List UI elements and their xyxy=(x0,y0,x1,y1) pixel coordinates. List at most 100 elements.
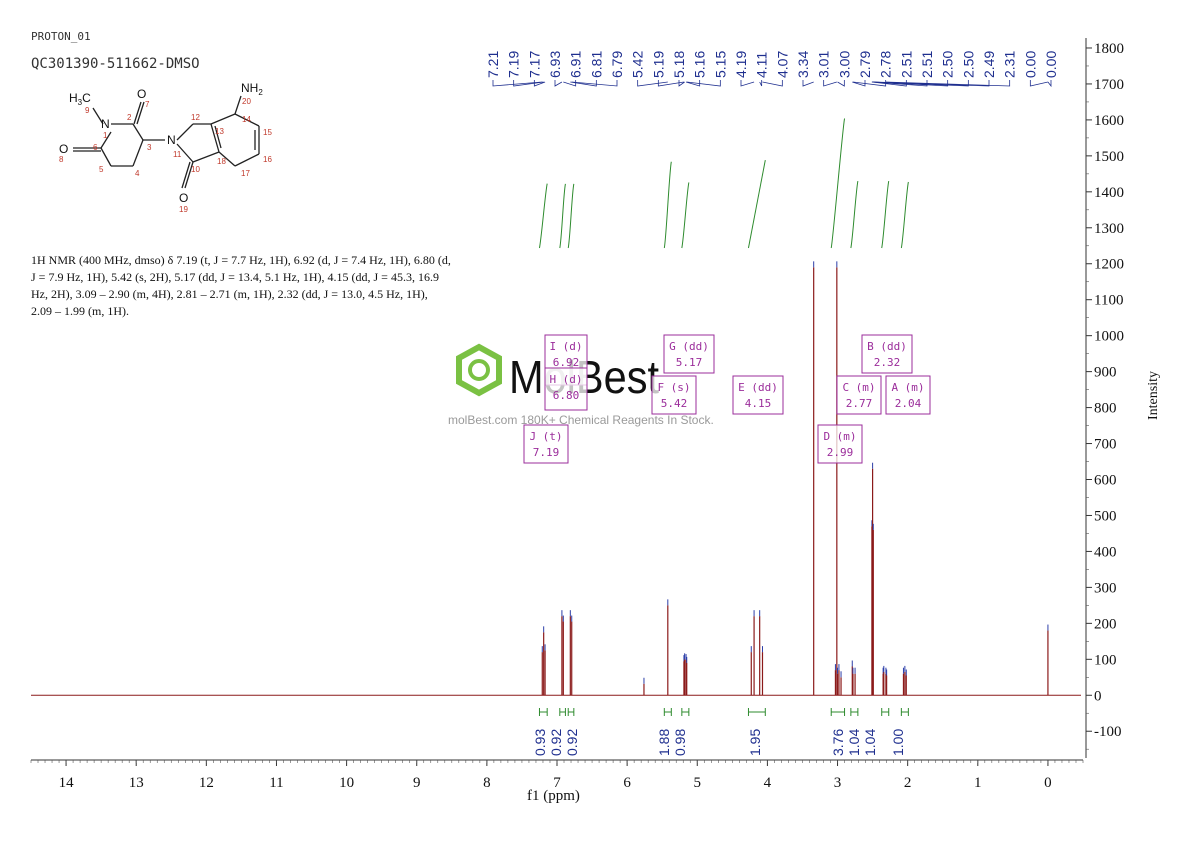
x-tick-label: 5 xyxy=(694,775,702,791)
multiplet-shift: 2.77 xyxy=(846,397,873,410)
integral-value: 3.76 xyxy=(830,729,846,756)
x-tick-label: 3 xyxy=(834,775,842,791)
watermark-tagline: molBest.com 180K+ Chemical Reagents In S… xyxy=(448,413,714,427)
svg-text:3: 3 xyxy=(147,143,152,152)
peak-label-leader xyxy=(872,80,969,87)
integral-curve xyxy=(900,181,909,249)
peak-label-leader xyxy=(759,80,763,87)
peak-label: 5.16 xyxy=(692,51,708,78)
peak-label-leader xyxy=(571,80,618,87)
peak-label-leader xyxy=(570,80,597,87)
integral-curve xyxy=(830,118,846,249)
svg-text:2: 2 xyxy=(127,113,132,122)
peak-label: 3.01 xyxy=(816,51,832,78)
peak-label-leader xyxy=(837,80,845,87)
multiplet-label: C (m) xyxy=(842,381,875,394)
svg-text:18: 18 xyxy=(217,157,226,166)
y-tick-label: 1300 xyxy=(1094,221,1124,237)
sample-title: QC301390-511662-DMSO xyxy=(31,56,200,72)
multiplet-shift: 2.04 xyxy=(895,397,922,410)
svg-text:O: O xyxy=(137,87,146,101)
svg-text:10: 10 xyxy=(191,165,200,174)
peak-label-leader xyxy=(657,80,685,87)
svg-text:NH2: NH2 xyxy=(241,81,263,97)
svg-text:13: 13 xyxy=(215,127,224,136)
x-tick-label: 1 xyxy=(974,775,982,791)
peak-label: 7.19 xyxy=(506,51,522,78)
peak-label: 2.49 xyxy=(981,51,997,78)
peak-label-leader xyxy=(686,80,721,87)
peak-label: 2.50 xyxy=(940,51,956,78)
x-tick-label: 14 xyxy=(59,775,75,791)
peak-label: 2.51 xyxy=(919,51,935,78)
peak-label: 4.19 xyxy=(733,51,749,78)
y-tick-label: 300 xyxy=(1094,580,1117,596)
peak-label: 7.17 xyxy=(526,51,542,78)
multiplet-label: A (m) xyxy=(891,381,924,394)
multiplet-box xyxy=(885,375,931,415)
peak-label: 4.11 xyxy=(754,52,770,78)
x-tick-label: 4 xyxy=(764,775,772,791)
multiplet-shift: 2.99 xyxy=(827,446,854,459)
y-tick-label: 1600 xyxy=(1094,113,1124,129)
peak-label-leader xyxy=(554,80,563,87)
peak-label-leader xyxy=(852,80,887,87)
svg-text:19: 19 xyxy=(179,205,188,214)
integral-value: 1.00 xyxy=(890,729,906,756)
peak-label-leader xyxy=(637,80,668,87)
svg-text:7: 7 xyxy=(145,100,150,109)
integral-value: 1.95 xyxy=(747,729,763,756)
peak-label: 7.21 xyxy=(485,51,501,78)
peak-label: 3.00 xyxy=(836,51,852,78)
svg-text:N: N xyxy=(101,117,110,131)
integral-value: 0.98 xyxy=(672,729,688,756)
integral-curve xyxy=(663,161,672,249)
integral-curve xyxy=(681,182,690,249)
svg-text:N: N xyxy=(167,133,176,147)
y-axis-label: Intensity xyxy=(1146,371,1161,420)
y-tick-label: 1200 xyxy=(1094,257,1124,273)
y-tick-label: 1800 xyxy=(1094,41,1124,57)
x-tick-label: 10 xyxy=(339,775,354,791)
multiplet-label: J (t) xyxy=(529,430,562,443)
y-tick-label: 1500 xyxy=(1094,149,1124,165)
experiment-title: PROTON_01 xyxy=(31,30,91,43)
peak-label: 6.79 xyxy=(609,51,625,78)
multiplet-label: E (dd) xyxy=(738,381,778,394)
svg-text:12: 12 xyxy=(191,113,200,122)
peak-label: 2.31 xyxy=(1002,51,1018,78)
y-tick-label: 600 xyxy=(1094,473,1117,489)
peak-label-leader xyxy=(492,80,543,87)
peak-label: 2.51 xyxy=(898,51,914,78)
peak-label-leader xyxy=(1029,80,1049,87)
y-tick-label: 800 xyxy=(1094,401,1117,417)
peak-label-leader xyxy=(685,80,701,87)
peak-label-leader xyxy=(872,80,949,87)
y-tick-label: 1400 xyxy=(1094,185,1124,201)
svg-text:14: 14 xyxy=(242,115,251,124)
peak-label-leader xyxy=(871,80,907,87)
integral-curve xyxy=(850,180,859,249)
integral-value: 1.04 xyxy=(846,729,862,756)
svg-text:O: O xyxy=(179,191,188,205)
x-tick-label: 11 xyxy=(269,775,283,791)
y-tick-label: 200 xyxy=(1094,616,1117,632)
x-tick-label: 13 xyxy=(129,775,144,791)
peak-label: 0.00 xyxy=(1043,51,1059,78)
peak-label-leader xyxy=(823,80,837,87)
x-tick-label: 2 xyxy=(904,775,912,791)
integral-value: 0.93 xyxy=(532,729,548,756)
integral-curve xyxy=(747,160,766,249)
svg-text:20: 20 xyxy=(242,97,251,106)
peak-label: 5.18 xyxy=(671,51,687,78)
svg-text:17: 17 xyxy=(241,169,250,178)
peak-label: 4.07 xyxy=(774,51,790,78)
chemical-structure: H3C N O N O O NH2 9 1 7 2 3 11 12 13 14 … xyxy=(59,81,272,214)
x-tick-label: 12 xyxy=(199,775,214,791)
y-tick-label: -100 xyxy=(1094,724,1122,740)
y-tick-label: 900 xyxy=(1094,365,1117,381)
peak-label-leader xyxy=(871,80,928,87)
peak-label: 6.81 xyxy=(588,51,604,78)
peak-label-leader xyxy=(762,80,783,87)
x-tick-label: 0 xyxy=(1044,775,1052,791)
